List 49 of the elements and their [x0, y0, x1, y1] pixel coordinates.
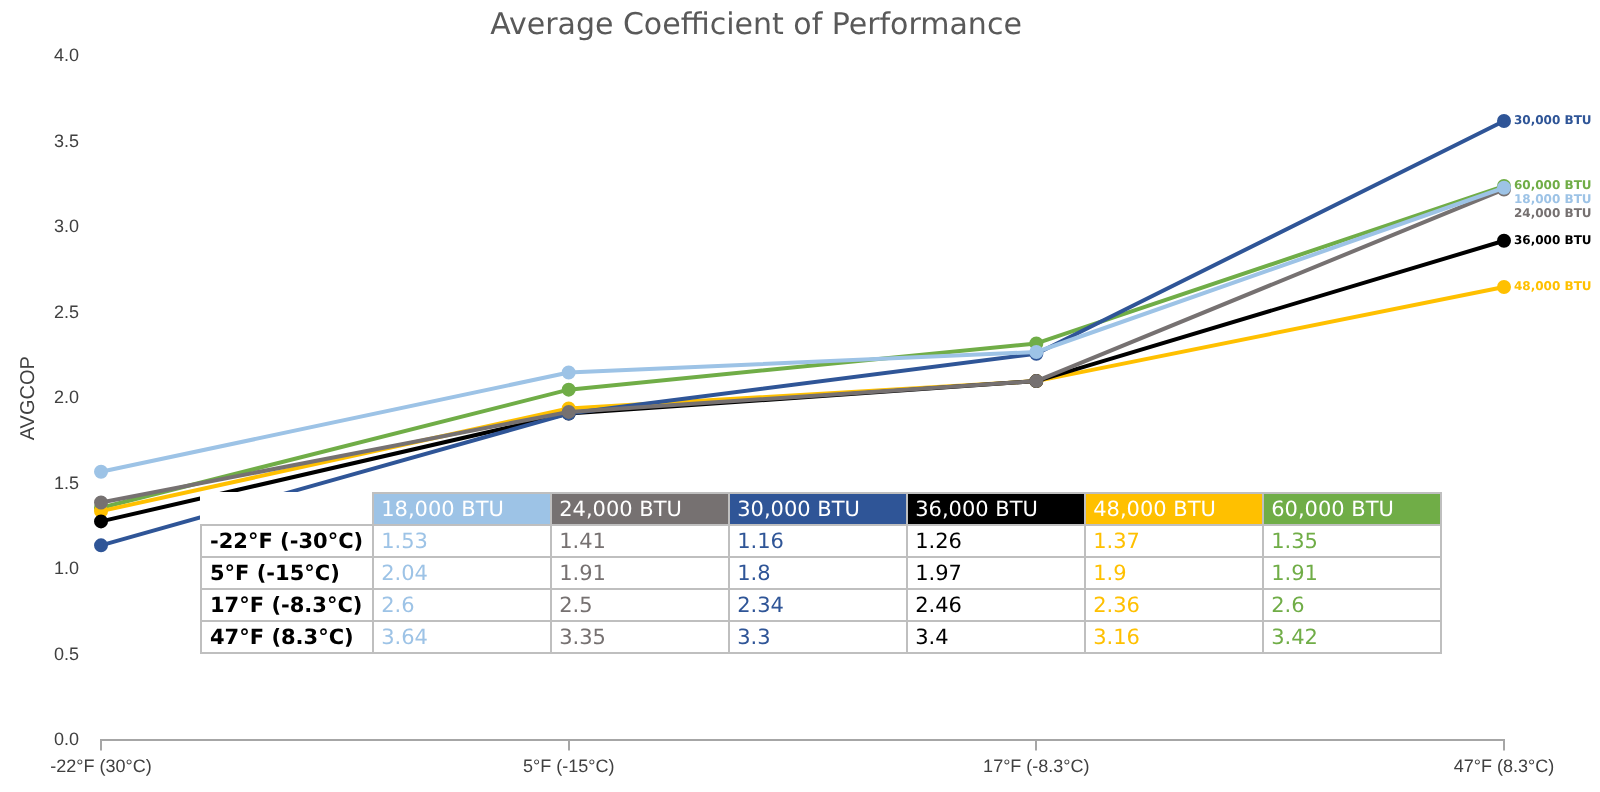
y-tick-label: 2.5 — [53, 301, 80, 322]
y-tick-label: -22°F (-30°C) — [201, 525, 373, 557]
data-label: 2.36 — [1084, 589, 1263, 621]
data-label: 1.53 — [372, 525, 551, 557]
data-label: 2.6 — [372, 589, 551, 621]
y-tick-label: 47°F (8.3°C) — [201, 621, 373, 653]
data-label: 1.41 — [550, 525, 729, 557]
x-tick-label: 36,000 BTU — [906, 493, 1085, 525]
y-tick-label: 0.5 — [53, 643, 80, 664]
data-label: 3.16 — [1084, 621, 1263, 653]
y-tick-label: 0.0 — [53, 729, 80, 750]
y-tick-label: 4.0 — [53, 44, 80, 65]
data-label: 3.3 — [728, 621, 907, 653]
data-label: 2.34 — [728, 589, 907, 621]
data-label: 3.4 — [906, 621, 1085, 653]
x-tick-label: 24,000 BTU — [550, 493, 729, 525]
y-tick-label: 1.5 — [53, 472, 80, 493]
y-tick-label: 5°F (-15°C) — [201, 557, 373, 589]
y-tick-label: 17°F (-8.3°C) — [201, 589, 373, 621]
y-tick-label: 3.0 — [53, 216, 80, 237]
x-tick-label: -22°F (30°C) — [50, 756, 152, 777]
data-label: 1.8 — [728, 557, 907, 589]
data-label: 1.91 — [550, 557, 729, 589]
data-label: 2.46 — [906, 589, 1085, 621]
data-label: 3.42 — [1262, 621, 1441, 653]
chart-title: Average Coefficient of Performance — [490, 5, 1022, 42]
x-tick-label: 18,000 BTU — [372, 493, 551, 525]
data-label: 2.6 — [1262, 589, 1441, 621]
y-axis-title: AVGCOP — [17, 355, 40, 441]
y-tick-label: 3.5 — [53, 130, 80, 151]
y-tick-label: 1.0 — [53, 558, 80, 579]
data-label: 1.9 — [1084, 557, 1263, 589]
x-tick-label: 48,000 BTU — [1084, 493, 1263, 525]
data-label: 1.26 — [906, 525, 1085, 557]
data-label: 2.5 — [550, 589, 729, 621]
data-label: 1.91 — [1262, 557, 1441, 589]
data-label: 1.37 — [1084, 525, 1263, 557]
x-tick-label: 17°F (-8.3°C) — [983, 756, 1090, 777]
x-tick-label: 5°F (-15°C) — [522, 756, 615, 777]
x-tick-label: 60,000 BTU — [1262, 493, 1441, 525]
y-tick-label: 2.0 — [53, 387, 80, 408]
data-label: 1.35 — [1262, 525, 1441, 557]
data-label: 1.97 — [906, 557, 1085, 589]
data-label: 3.35 — [550, 621, 729, 653]
x-tick-label: 30,000 BTU — [728, 493, 907, 525]
data-label: 2.04 — [372, 557, 551, 589]
data-label: 3.64 — [372, 621, 551, 653]
x-tick-label: 47°F (8.3°C) — [1453, 756, 1555, 777]
data-label: 1.16 — [728, 525, 907, 557]
